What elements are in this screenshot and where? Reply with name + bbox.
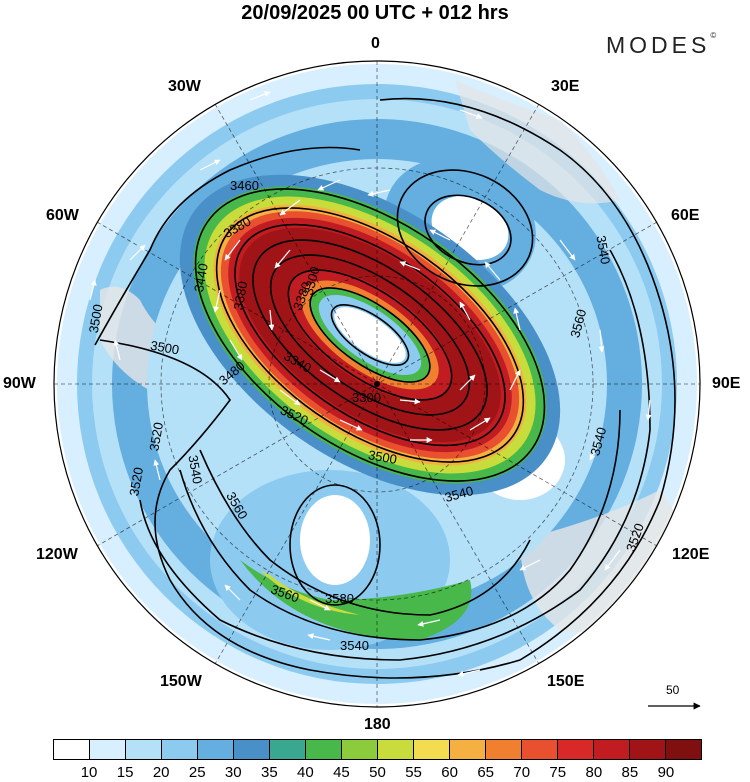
lon-label-60e: 60E — [671, 207, 700, 224]
lon-label-90w: 90W — [3, 375, 36, 392]
colorbar-swatch — [665, 740, 701, 759]
contour-label: 3300 — [301, 265, 323, 297]
colorbar-tick-label: 85 — [621, 764, 639, 781]
contour-label: 3520 — [126, 466, 146, 497]
contour-label: 3440 — [191, 262, 211, 293]
colorbar-tick-label: 30 — [224, 764, 242, 781]
colorbar-tick-label: 45 — [333, 764, 350, 781]
copyright-mark: © — [710, 31, 717, 41]
colorbar-labels: 10 15 20 25 30 35 40 45 50 55 60 65 70 75 80 85 90 — [53, 764, 702, 782]
colorbar-swatch — [449, 740, 485, 759]
colorbar-tick-label: 40 — [297, 764, 314, 781]
lon-label-60w: 60W — [46, 207, 79, 224]
colorbar-swatch — [629, 740, 665, 759]
colorbar-swatch — [521, 740, 557, 759]
colorbar-tick-label: 35 — [260, 764, 278, 781]
colorbar-swatch — [197, 740, 233, 759]
contour-label: 3500 — [149, 338, 180, 358]
colorbar-tick-label: 50 — [369, 764, 386, 781]
brand-text: MODES — [606, 32, 711, 58]
contour-label: 3380 — [231, 280, 251, 311]
contour-label: 3500 — [367, 447, 398, 467]
colorbar-tick-label: 20 — [152, 764, 170, 781]
map-title: 20/09/2025 00 UTC + 012 hrs — [241, 2, 509, 24]
colorbar-tick-label: 90 — [657, 764, 675, 781]
contour-label: 3300 — [352, 390, 381, 405]
colorbar-swatch — [233, 740, 269, 759]
colorbar-swatch — [125, 740, 161, 759]
height-contours — [94, 97, 676, 679]
lon-label-120w: 120W — [36, 546, 78, 563]
colorbar-tick-label: 10 — [80, 764, 98, 781]
colorbar-tick-label: 65 — [477, 764, 494, 781]
colorbar-swatch — [269, 740, 305, 759]
wind-reference-label: 50 — [666, 683, 680, 697]
map-boundary — [53, 60, 701, 708]
colorbar-swatch — [341, 740, 377, 759]
colorbar-swatch — [593, 740, 629, 759]
colorbar-tick-label: 60 — [441, 764, 458, 781]
colorbar-swatch — [305, 740, 341, 759]
contour-label: 3540 — [443, 483, 475, 505]
contour-label: 3580 — [325, 591, 354, 606]
lon-label-150e: 150E — [547, 673, 585, 690]
contour-labels: 3460 3380 3380 3380 3300 3440 3500 3500 … — [86, 178, 647, 653]
colorbar-swatch — [54, 740, 89, 759]
contour-label: 3540 — [185, 454, 205, 485]
colorbar-swatch — [557, 740, 593, 759]
lon-label-150w: 150W — [160, 673, 202, 690]
contour-label: 3500 — [86, 303, 106, 334]
colorbar-swatch — [413, 740, 449, 759]
lon-label-30w: 30W — [168, 78, 201, 95]
colorbar-tick-label: 25 — [188, 764, 206, 781]
lon-label-90e: 90E — [712, 375, 741, 392]
contour-label: 3560 — [567, 308, 589, 340]
lon-label-0: 0 — [371, 35, 380, 52]
pole-marker — [374, 381, 380, 387]
contour-label: 3460 — [230, 178, 259, 193]
lon-label-30e: 30E — [551, 78, 580, 95]
colorbar — [53, 739, 702, 760]
colorbar-swatch — [161, 740, 197, 759]
contour-label: 3540 — [593, 234, 613, 265]
colorbar-swatch — [89, 740, 125, 759]
contour-label: 3520 — [146, 421, 166, 452]
lon-label-120e: 120E — [672, 546, 710, 563]
colorbar-tick-label: 15 — [116, 764, 134, 781]
colorbar-swatch — [377, 740, 413, 759]
contour-label: 3540 — [340, 638, 369, 653]
colorbar-tick-label: 75 — [549, 764, 567, 781]
lon-label-180: 180 — [364, 716, 391, 733]
colorbar-tick-label: 55 — [405, 764, 422, 781]
colorbar-swatch — [485, 740, 521, 759]
colorbar-tick-label: 80 — [585, 764, 603, 781]
colorbar-tick-label: 70 — [513, 764, 531, 781]
land-africa — [455, 80, 620, 204]
wind-vectors — [89, 91, 652, 677]
contour-label: 3540 — [587, 426, 609, 458]
brand-logo: MODES© — [606, 31, 717, 59]
wind-speed-field — [54, 61, 700, 707]
